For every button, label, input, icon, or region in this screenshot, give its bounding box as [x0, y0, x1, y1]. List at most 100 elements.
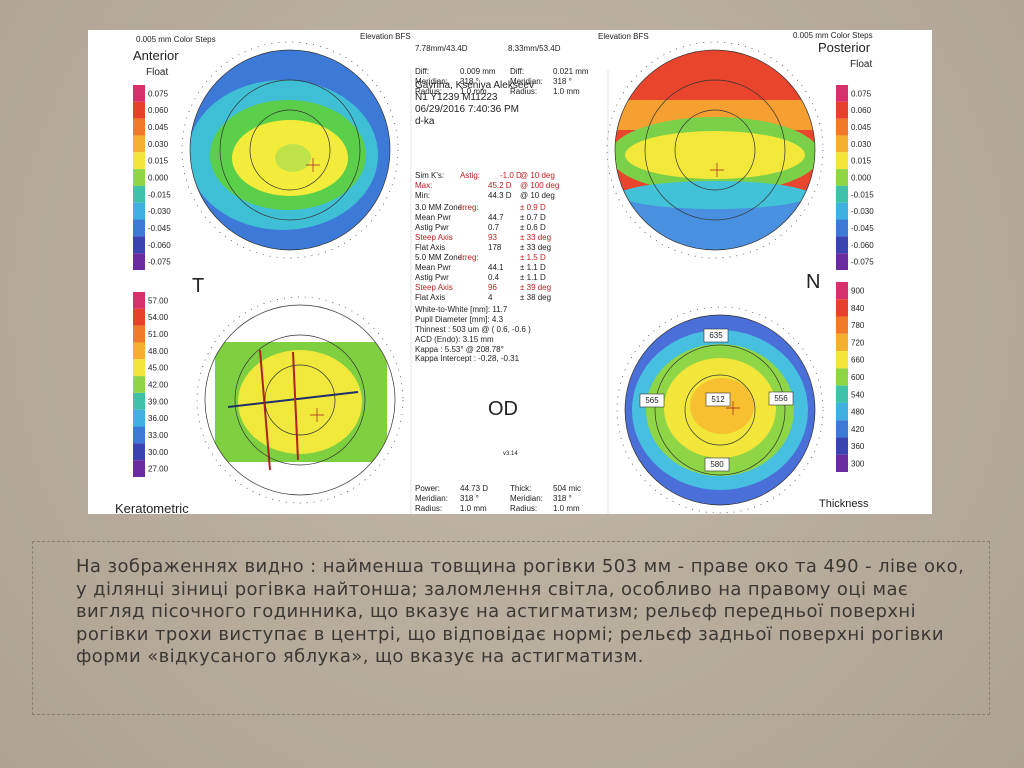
label: 7.78mm/43.4D [415, 44, 468, 53]
info-text: ± 0.6 D [520, 223, 546, 232]
scale-swatch [133, 308, 145, 326]
scale-swatch [836, 368, 848, 386]
scale-label: -0.075 [851, 258, 874, 267]
scale-label: 900 [851, 287, 865, 296]
scale-label: 0.075 [851, 89, 872, 98]
info-text: Radius: [510, 504, 537, 513]
info-text: Flat Axis [415, 293, 445, 302]
thickness-box [703, 328, 729, 343]
label: Posterior [818, 40, 871, 55]
scale-swatch [836, 236, 848, 254]
scale-swatch [836, 385, 848, 403]
scale-label: 300 [851, 459, 865, 468]
scale-label: 45.00 [148, 364, 169, 373]
scale-label: 0.015 [148, 157, 169, 166]
info-text: @ 10 deg [520, 191, 555, 200]
label: 0.005 mm Color Steps [793, 31, 873, 40]
info-text: Radius: [415, 504, 442, 513]
scale-label: 0.045 [148, 123, 169, 132]
label: Keratometric [115, 501, 189, 514]
scale-swatch [133, 460, 145, 477]
info-text: @ 10 deg [520, 171, 555, 180]
info-text: 178 [488, 243, 502, 252]
scale-swatch [133, 219, 145, 237]
info-text: 318 ° [553, 494, 572, 503]
info-text: 1.0 mm [553, 87, 580, 96]
info-text: Flat Axis [415, 243, 445, 252]
thickness-box [768, 391, 794, 406]
scale-label: -0.045 [148, 224, 171, 233]
label: v3.14 [503, 451, 518, 457]
scale-swatch [836, 420, 848, 438]
info-text: 1.0 mm [460, 504, 487, 513]
info-text: Steep Axis [415, 233, 453, 242]
info-text: 44.3 D [488, 191, 512, 200]
scale-swatch [133, 85, 145, 102]
scale-swatch [133, 135, 145, 153]
scale-swatch [836, 454, 848, 472]
scale-label: 660 [851, 356, 865, 365]
info-text: ± 1.1 D [520, 273, 546, 282]
scale-swatch [133, 342, 145, 360]
info-text: 4 [488, 293, 493, 302]
scale-swatch [133, 118, 145, 136]
label: Elevation BFS [360, 32, 411, 41]
scale-label: -0.060 [851, 241, 874, 250]
thickness-value: 565 [645, 396, 659, 405]
info-text: Radius: [510, 87, 537, 96]
label: 0.005 mm Color Steps [136, 35, 216, 44]
scale-label: 39.00 [148, 397, 169, 406]
info-text: Power: [415, 484, 440, 493]
scale-swatch [836, 118, 848, 136]
scale-swatch [133, 443, 145, 461]
scale-label: 54.00 [148, 313, 169, 322]
label: Float [146, 67, 168, 78]
info-text: Thinnest : 503 um @ ( 0.6, -0.6 ) [415, 325, 531, 334]
scale-swatch [133, 152, 145, 170]
scale-label: 0.030 [148, 140, 169, 149]
info-text: Gavrina, Kseniya Alekseev [415, 80, 534, 91]
info-text: 93 [488, 233, 497, 242]
thickness-box [639, 393, 665, 408]
info-text: 1.0 mm [553, 504, 580, 513]
scale-label: 30.00 [148, 448, 169, 457]
thickness-box [705, 392, 731, 407]
scale-swatch [836, 253, 848, 270]
keratometric-map [205, 305, 395, 495]
info-text: 44.7 [488, 213, 504, 222]
info-text: 5.0 MM Zone: [415, 253, 464, 262]
info-text: ± 1.1 D [520, 263, 546, 272]
scale-label: 51.00 [148, 330, 169, 339]
scale-label: 720 [851, 338, 865, 347]
info-text: 504 mic [553, 484, 581, 493]
scale-label: 36.00 [148, 414, 169, 423]
caption-box [32, 541, 990, 715]
scale-swatch [836, 202, 848, 220]
info-text: ± 33 deg [520, 233, 551, 242]
scale-swatch [836, 169, 848, 186]
scale-label: 0.045 [851, 123, 872, 132]
scale-swatch [836, 437, 848, 455]
scale-swatch [133, 359, 145, 377]
info-text: Astig Pwr [415, 273, 449, 282]
info-text: Irreg: [460, 203, 479, 212]
info-text: Astig Pwr [415, 223, 449, 232]
info-text: ± 0.9 D [520, 203, 546, 212]
scale-label: 42.00 [148, 381, 169, 390]
info-text: Diff: [510, 67, 524, 76]
label: 8.33mm/53.4D [508, 44, 561, 53]
label: Float [850, 59, 872, 70]
scale-label: 0.075 [148, 89, 169, 98]
posterior-map [615, 50, 815, 250]
label: Anterior [133, 48, 179, 63]
info-text: Mean Pwr [415, 263, 451, 272]
info-text: 0.009 mm [460, 67, 496, 76]
label: T [192, 275, 204, 297]
info-text: ACD (Endo): 3.15 mm [415, 335, 494, 344]
info-text: 1.0 mm [460, 87, 487, 96]
info-text: Irreg: [460, 253, 479, 262]
info-text: Astig: [460, 171, 480, 180]
info-text: Thick: [510, 484, 531, 493]
scale-label: -0.060 [148, 241, 171, 250]
scale-label: 420 [851, 425, 865, 434]
